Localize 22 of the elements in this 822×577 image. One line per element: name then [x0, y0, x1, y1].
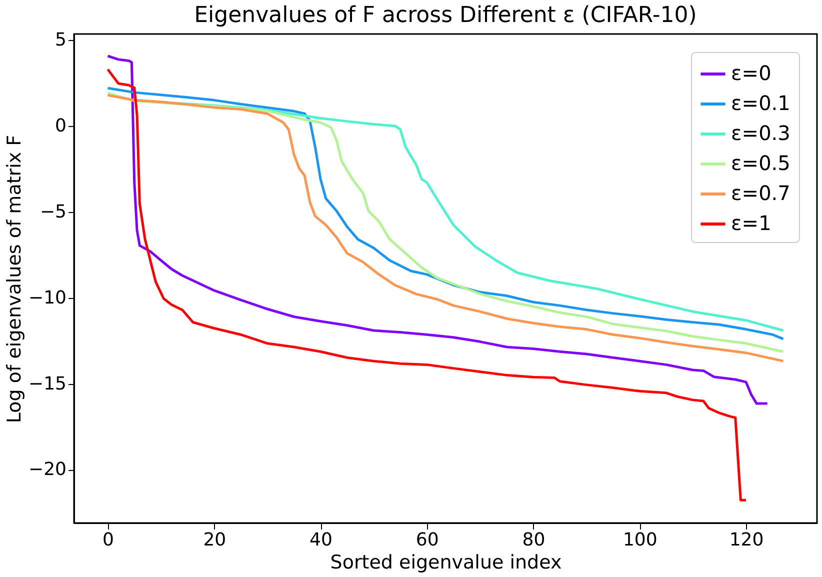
- x-tick-label: 60: [416, 530, 439, 550]
- y-tick-label: 5: [55, 30, 66, 51]
- y-tick-label: −10: [28, 287, 66, 308]
- x-tick-label: 120: [729, 530, 764, 550]
- chart-title: Eigenvalues of F across Different ε (CIFAR-10): [194, 3, 697, 28]
- x-axis-title: Sorted eigenvalue index: [330, 552, 562, 574]
- y-tick-label: −15: [28, 373, 66, 394]
- x-tick-label: 40: [310, 530, 332, 550]
- y-tick-label: −5: [40, 201, 66, 222]
- legend-label: ε=0: [731, 61, 772, 85]
- y-tick-label: −20: [28, 459, 66, 480]
- x-tick-label: 20: [203, 530, 226, 550]
- y-axis-title: Log of eigenvalues of matrix F: [4, 134, 26, 424]
- legend-label: ε=1: [731, 211, 772, 235]
- x-tick-label: 80: [522, 530, 546, 550]
- legend-label: ε=0.3: [731, 121, 790, 145]
- y-tick-label: 0: [55, 115, 66, 136]
- legend-label: ε=0.5: [731, 151, 790, 175]
- x-tick-label: 0: [102, 530, 114, 550]
- legend-label: ε=0.1: [731, 91, 790, 115]
- x-tick-label: 100: [622, 530, 658, 550]
- legend-label: ε=0.7: [731, 181, 790, 205]
